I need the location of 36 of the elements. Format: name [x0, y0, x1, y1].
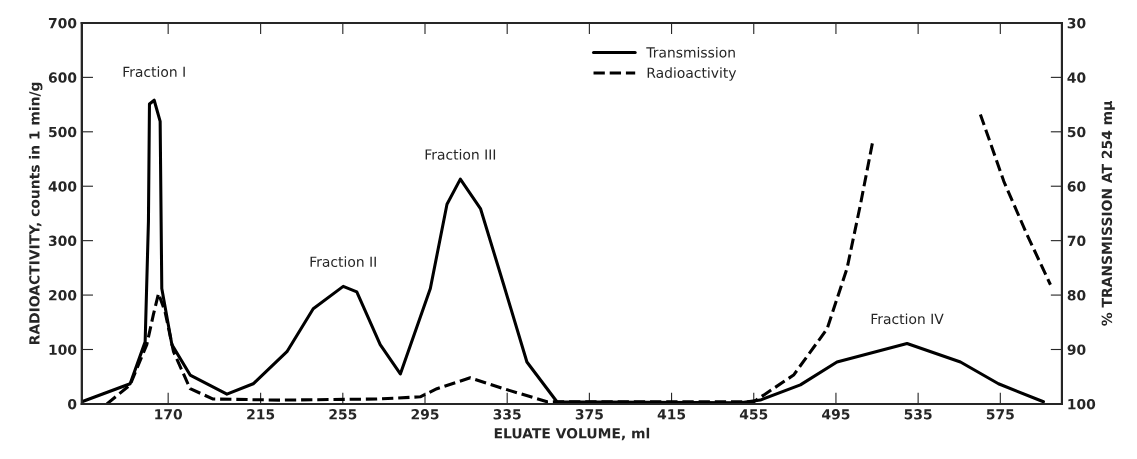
x-tick-label: 495 [822, 409, 850, 420]
x-axis-title: ELUATE VOLUME, ml [494, 427, 650, 441]
y-axis-title: RADIOACTIVITY, counts in 1 min/g [28, 82, 43, 345]
x-tick-label: 295 [411, 409, 439, 420]
y-tick-label: 300 [48, 235, 77, 247]
x-tick-label: 170 [155, 409, 182, 420]
legend-label: Transmission [646, 46, 735, 58]
y-tick-label: 200 [49, 290, 77, 301]
y2-tick-label: 40 [1067, 72, 1086, 83]
y2-tick-label: 100 [1068, 398, 1096, 410]
y2-tick-label: 50 [1067, 126, 1086, 138]
y2-tick-label: 80 [1067, 290, 1086, 301]
y2-axis-title: % TRANSMISSION AT 254 mμ [1101, 101, 1115, 326]
x-tick-label: 415 [657, 409, 686, 420]
annotation: Fraction I [123, 66, 185, 78]
x-tick-label: 455 [739, 409, 768, 420]
y-tick-label: 0 [68, 398, 77, 410]
x-tick-label: 215 [247, 409, 275, 420]
x-tick-label: 255 [329, 409, 357, 420]
x-tick-label: 575 [986, 409, 1014, 420]
x-tick-label: 335 [493, 409, 521, 420]
y2-tick-label: 90 [1067, 344, 1086, 355]
annotation: Fraction IV [871, 313, 944, 325]
y-tick-label: 600 [48, 72, 77, 83]
y2-tick-label: 70 [1067, 235, 1086, 247]
y-tick-label: 100 [49, 344, 77, 355]
annotation: Fraction III [425, 149, 496, 160]
y-tick-label: 500 [49, 126, 77, 138]
y-tick-label: 700 [48, 17, 77, 29]
y2-tick-label: 60 [1067, 181, 1086, 192]
x-tick-label: 535 [904, 409, 932, 420]
legend-label: Radioactivity [647, 67, 737, 81]
y-tick-label: 400 [48, 181, 77, 192]
annotation: Fraction II [310, 256, 376, 268]
x-tick-label: 375 [575, 409, 603, 420]
y2-tick-label: 30 [1067, 17, 1086, 29]
